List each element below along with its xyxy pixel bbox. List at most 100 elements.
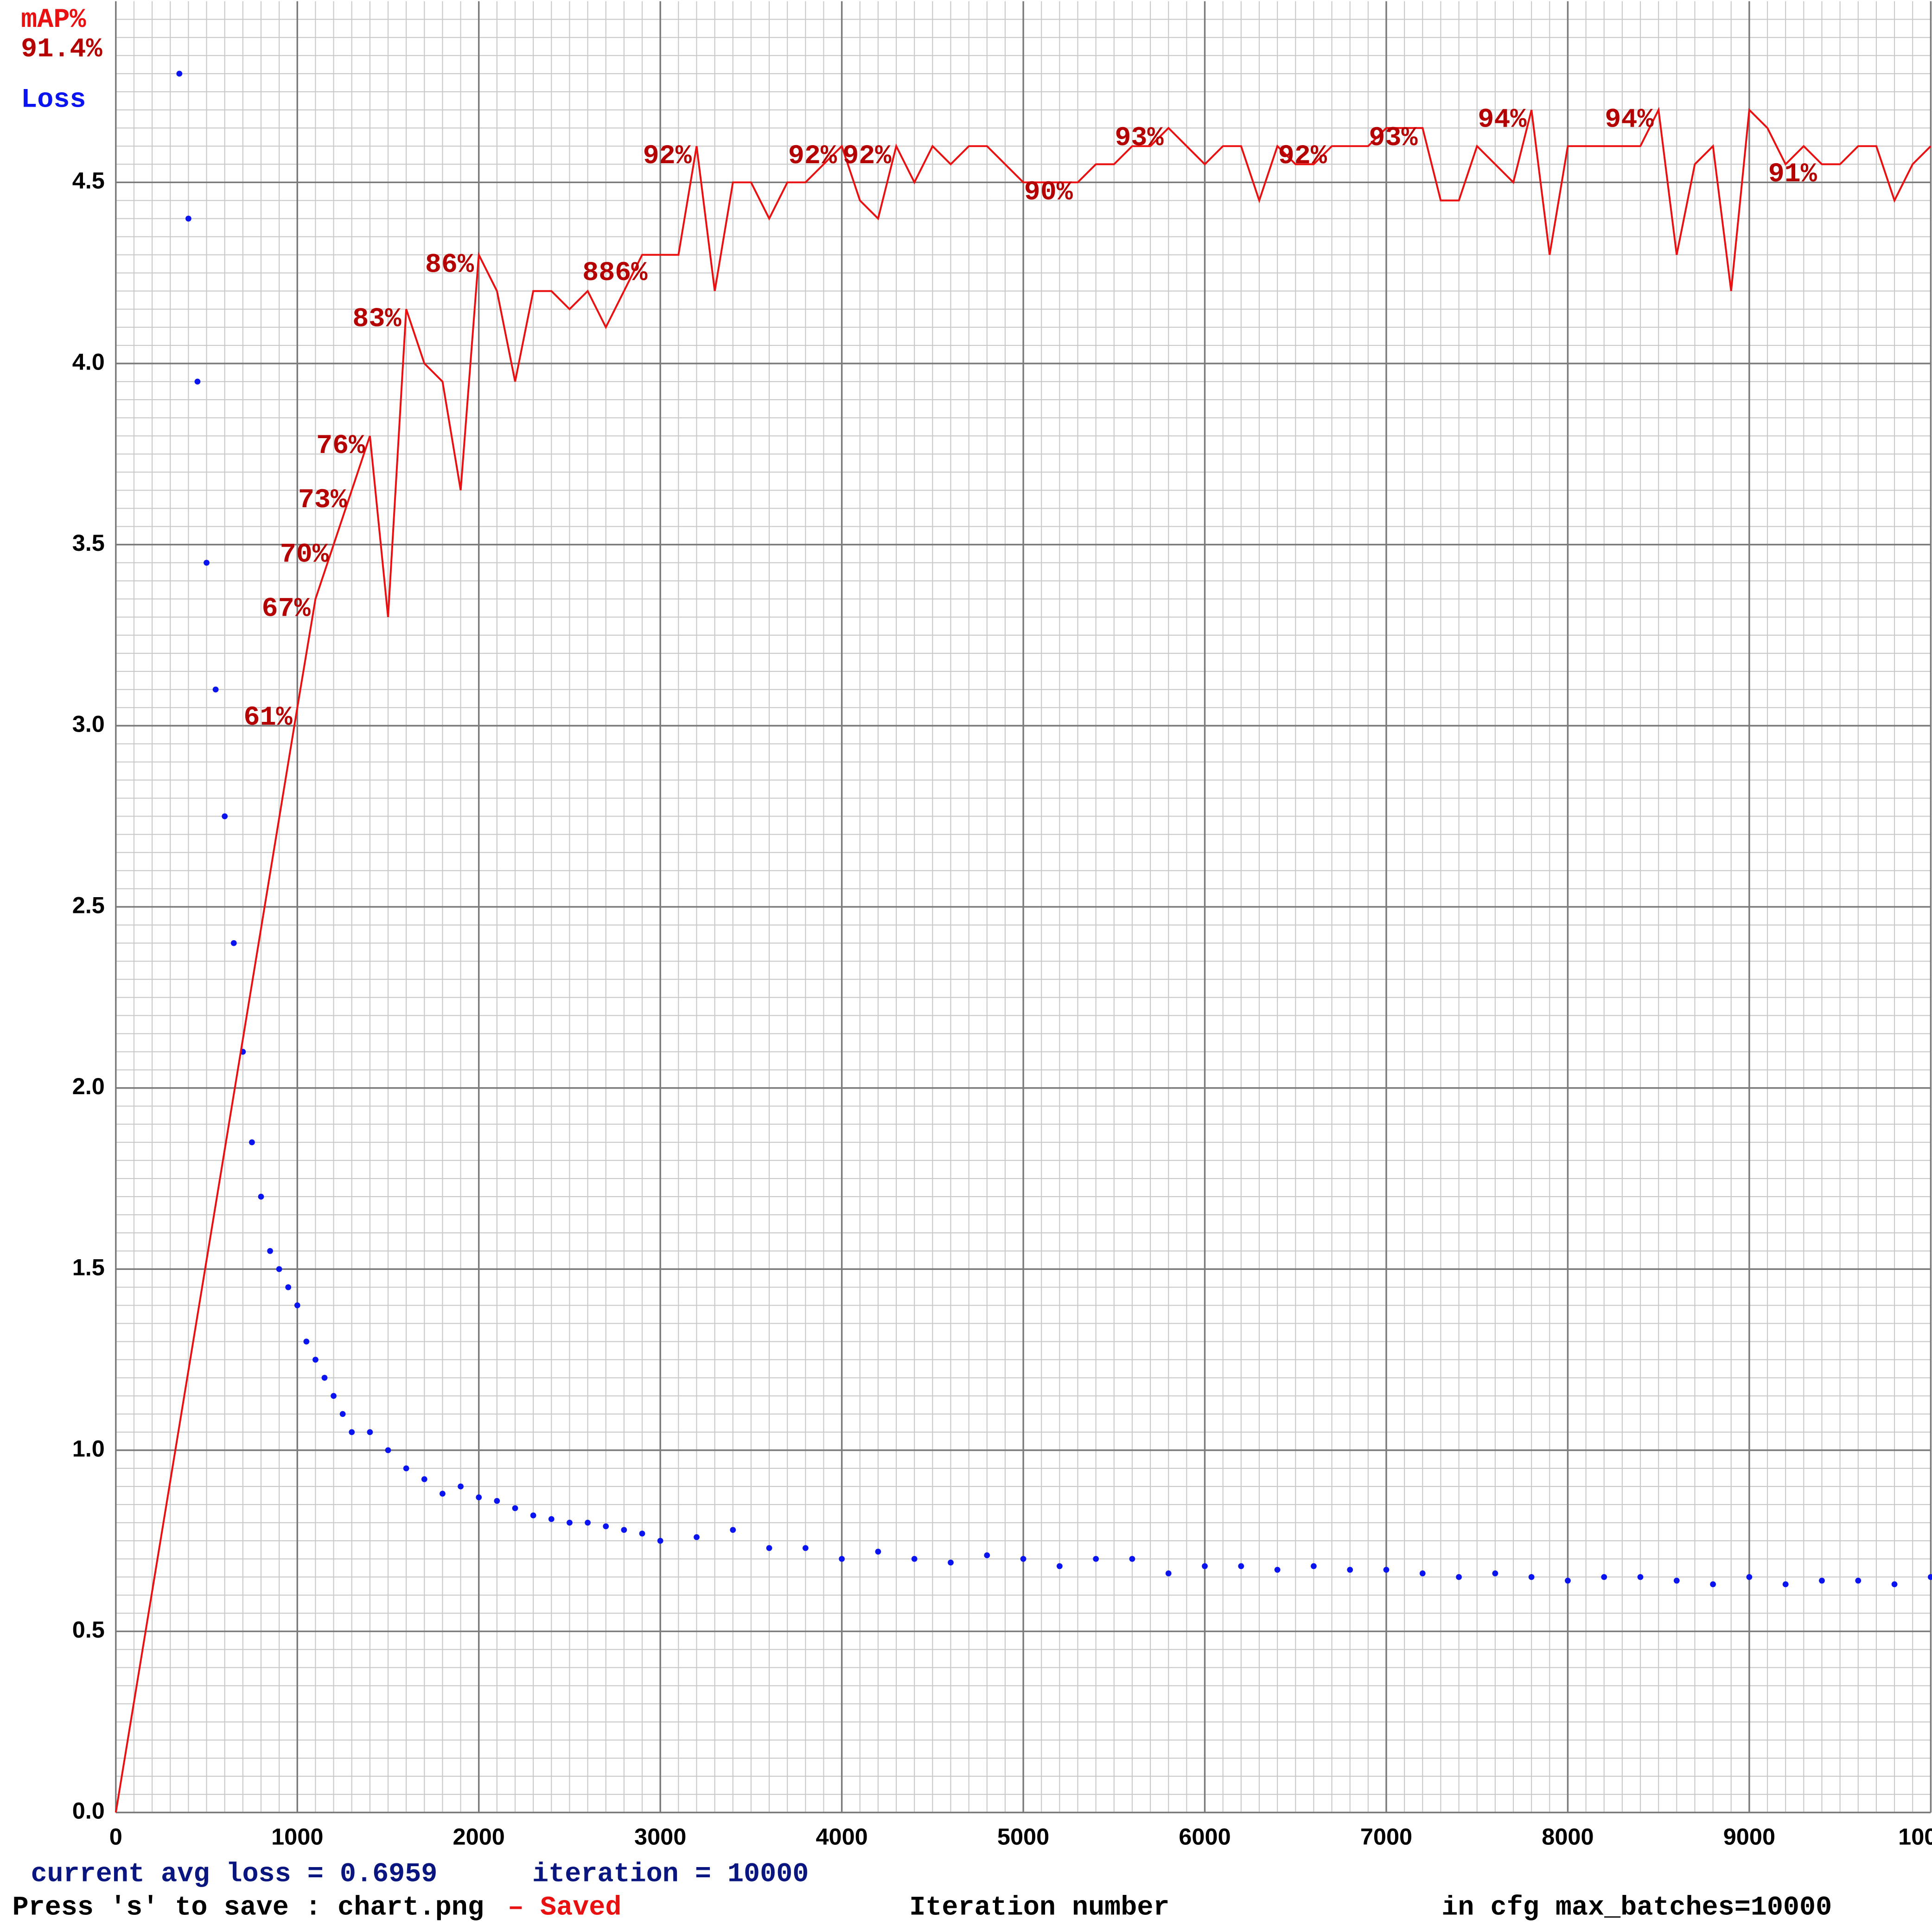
loss-point	[1710, 1581, 1716, 1588]
annotation: 886%	[582, 257, 648, 288]
loss-point	[204, 560, 210, 566]
loss-point	[1202, 1563, 1208, 1569]
loss-point	[331, 1393, 337, 1399]
x-tick-label: 10000	[1898, 1823, 1932, 1849]
legend-map: mAP%	[21, 4, 86, 35]
map-value-label: 67%	[262, 593, 311, 625]
x-tick-label: 1000	[271, 1823, 323, 1849]
map-line	[115, 107, 1932, 1813]
loss-point	[548, 1516, 555, 1522]
map-value-label: 76%	[316, 430, 365, 461]
loss-point	[567, 1519, 573, 1526]
y-tick-label: 2.5	[72, 892, 105, 918]
loss-point	[222, 813, 228, 819]
iteration: iteration = 10000	[532, 1859, 809, 1890]
map-value-label: 92%	[1278, 140, 1327, 172]
loss-point	[1565, 1577, 1571, 1584]
x-tick-label: 7000	[1360, 1823, 1412, 1849]
loss-point	[249, 1139, 255, 1146]
y-tick-label: 0.0	[72, 1798, 105, 1824]
x-axis-label: Iteration number	[909, 1892, 1169, 1923]
map-value-label: 91%	[1768, 159, 1817, 190]
x-tick-label: 0	[109, 1823, 122, 1849]
x-tick-label: 6000	[1179, 1823, 1231, 1849]
map-value-label: 93%	[1369, 122, 1418, 153]
loss-point	[1056, 1563, 1063, 1569]
map-value-label: 92%	[842, 140, 892, 172]
loss-point	[385, 1447, 391, 1454]
loss-point	[694, 1534, 700, 1540]
grid	[115, 1, 1932, 1813]
x-tick-label: 5000	[997, 1823, 1049, 1849]
loss-point	[1419, 1570, 1426, 1576]
loss-point	[512, 1505, 518, 1511]
loss-point	[1383, 1567, 1390, 1573]
loss-point	[621, 1527, 627, 1533]
x-tick-label: 3000	[634, 1823, 686, 1849]
loss-point	[230, 940, 237, 946]
loss-point	[1456, 1574, 1462, 1580]
loss-point	[1492, 1570, 1498, 1576]
loss-point	[1782, 1581, 1789, 1588]
loss-point	[339, 1411, 346, 1417]
map-value-label: 90%	[1024, 177, 1073, 208]
y-tick-label: 4.5	[72, 167, 105, 194]
loss-point	[1637, 1574, 1644, 1580]
loss-point	[657, 1537, 663, 1544]
legend-loss: Loss	[21, 84, 86, 115]
loss-point	[730, 1527, 736, 1533]
y-tick-label: 3.0	[72, 711, 105, 737]
y-tick-label: 2.0	[72, 1073, 105, 1099]
y-tick-label: 1.0	[72, 1435, 105, 1461]
loss-point	[1165, 1570, 1172, 1576]
loss-point	[349, 1429, 355, 1435]
max-batches: in cfg max_batches=10000	[1441, 1892, 1832, 1923]
avg-loss: current avg loss = 0.6959	[31, 1859, 437, 1890]
x-tick-label: 4000	[816, 1823, 867, 1849]
loss-point	[1238, 1563, 1244, 1569]
loss-point	[1746, 1574, 1753, 1580]
y-tick-label: 0.5	[72, 1616, 105, 1643]
loss-point	[1819, 1577, 1825, 1584]
loss-point	[403, 1465, 409, 1472]
loss-point	[176, 70, 183, 77]
loss-point	[476, 1494, 482, 1500]
loss-point	[1673, 1577, 1680, 1584]
save-hint: Press 's' to save : chart.png	[13, 1892, 484, 1923]
loss-point	[194, 378, 201, 385]
map-value-label: 92%	[788, 140, 837, 172]
loss-point	[875, 1549, 881, 1555]
map-value-label: 70%	[280, 539, 329, 570]
loss-point	[1020, 1556, 1027, 1562]
loss-point	[530, 1512, 536, 1518]
loss-point	[1129, 1556, 1135, 1562]
loss-point	[212, 686, 219, 693]
loss-point	[276, 1266, 282, 1272]
loss-point	[984, 1552, 990, 1558]
y-tick-label: 3.5	[72, 529, 105, 556]
loss-point	[839, 1556, 845, 1562]
loss-point	[1311, 1563, 1317, 1569]
x-tick-label: 2000	[453, 1823, 505, 1849]
loss-point	[367, 1429, 373, 1435]
loss-point	[294, 1302, 300, 1308]
loss-point	[1855, 1577, 1862, 1584]
map-value-label: 86%	[425, 249, 474, 280]
loss-point	[421, 1476, 427, 1482]
loss-point	[312, 1357, 319, 1363]
map-value-label: 92%	[643, 140, 692, 172]
loss-point	[1891, 1581, 1898, 1588]
loss-point	[639, 1530, 645, 1537]
loss-point	[285, 1284, 292, 1290]
loss-point	[321, 1375, 328, 1381]
loss-point	[948, 1559, 954, 1566]
loss-point	[303, 1339, 310, 1345]
y-tick-label: 1.5	[72, 1254, 105, 1281]
loss-point	[1347, 1567, 1353, 1573]
loss-point	[802, 1545, 809, 1551]
loss-point	[458, 1483, 464, 1490]
x-tick-label: 9000	[1723, 1823, 1775, 1849]
loss-point	[1093, 1556, 1099, 1562]
